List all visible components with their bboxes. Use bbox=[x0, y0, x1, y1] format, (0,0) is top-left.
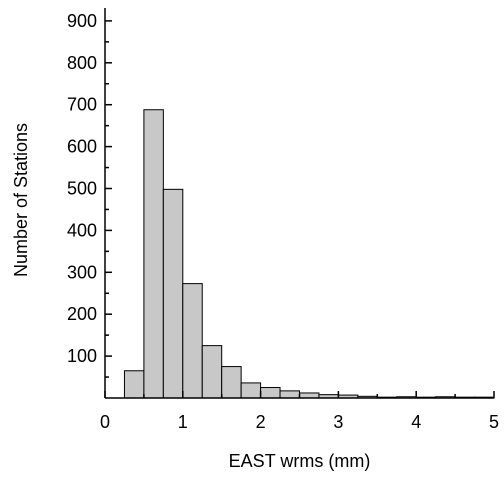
y-tick-label: 400 bbox=[67, 220, 97, 240]
x-axis-title: EAST wrms (mm) bbox=[229, 451, 371, 471]
x-tick-label: 5 bbox=[489, 412, 499, 432]
x-tick-label: 2 bbox=[256, 412, 266, 432]
histogram-bar bbox=[143, 109, 164, 399]
histogram-bar bbox=[260, 387, 281, 399]
x-tick-label: 0 bbox=[100, 412, 110, 432]
x-tick-label: 3 bbox=[333, 412, 343, 432]
y-tick-label: 600 bbox=[67, 137, 97, 157]
y-ticks-group: 100 200 300 400 500 600 700 800 900 bbox=[67, 11, 112, 378]
x-tick-label: 4 bbox=[411, 412, 421, 432]
bars-group bbox=[123, 109, 495, 399]
y-tick-label: 300 bbox=[67, 262, 97, 282]
x-tick-label: 1 bbox=[178, 412, 188, 432]
histogram-bar bbox=[123, 370, 145, 399]
histogram-bar bbox=[299, 392, 320, 399]
histogram-bar bbox=[162, 188, 184, 399]
histogram-bar bbox=[182, 283, 203, 399]
y-tick-label: 700 bbox=[67, 95, 97, 115]
y-tick-label: 200 bbox=[67, 304, 97, 324]
histogram-bar bbox=[279, 390, 300, 399]
y-tick-label: 800 bbox=[67, 53, 97, 73]
x-ticks-group: 0 1 2 3 4 5 bbox=[100, 391, 499, 432]
y-tick-label: 900 bbox=[67, 11, 97, 31]
histogram-bar bbox=[240, 382, 262, 399]
histogram-bar bbox=[201, 345, 223, 399]
histogram-bar bbox=[221, 366, 242, 399]
y-tick-label: 100 bbox=[67, 346, 97, 366]
y-tick-label: 500 bbox=[67, 179, 97, 199]
y-axis-title: Number of Stations bbox=[11, 123, 31, 277]
